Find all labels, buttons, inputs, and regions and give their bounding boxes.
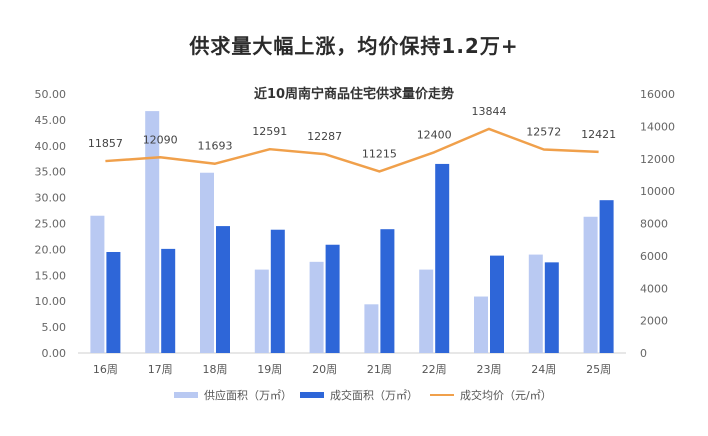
y-left-tick-label: 20.00 xyxy=(35,243,67,256)
x-tick-label: 24周 xyxy=(531,363,556,376)
bar-deal xyxy=(490,255,504,353)
legend-item-supply: 供应面积（万㎡） xyxy=(174,387,292,403)
y-left-tick-label: 45.00 xyxy=(35,114,67,127)
y-right-tick-label: 6000 xyxy=(640,250,668,263)
y-left-tick-label: 10.00 xyxy=(35,295,67,308)
x-tick-label: 18周 xyxy=(203,363,228,376)
y-left-tick-label: 15.00 xyxy=(35,269,67,282)
y-left-tick-label: 5.00 xyxy=(42,321,67,334)
price-data-label: 11857 xyxy=(88,137,123,150)
price-data-label: 12287 xyxy=(307,130,342,143)
chart-card xyxy=(20,0,688,436)
x-tick-label: 19周 xyxy=(257,363,282,376)
bar-supply xyxy=(528,254,543,353)
bar-deal xyxy=(435,163,450,353)
y-left-tick-label: 0.00 xyxy=(42,347,67,360)
legend-item-price: 成交均价（元/㎡） xyxy=(430,387,552,403)
y-left-tick-label: 35.00 xyxy=(35,166,67,179)
chart-title: 近10周南宁商品住宅供求量价走势 xyxy=(253,87,455,102)
bar-deal xyxy=(106,251,121,353)
legend-label-price: 成交均价（元/㎡） xyxy=(460,389,552,402)
bar-deal xyxy=(380,229,395,353)
y-right-tick-label: 14000 xyxy=(640,120,675,133)
bar-deal xyxy=(161,248,176,353)
price-data-label: 12591 xyxy=(252,125,287,138)
x-tick-label: 22周 xyxy=(422,363,447,376)
bar-deal xyxy=(216,226,230,353)
bar-supply xyxy=(254,269,269,353)
bar-supply xyxy=(419,269,434,353)
bar-supply xyxy=(583,216,598,353)
bar-supply xyxy=(90,215,105,353)
legend-item-deal: 成交面积（万㎡） xyxy=(300,387,418,403)
legend-label-supply: 供应面积（万㎡） xyxy=(204,389,292,402)
price-data-label: 11215 xyxy=(362,147,397,160)
bar-supply xyxy=(200,172,214,353)
y-right-tick-label: 12000 xyxy=(640,153,675,166)
x-tick-label: 21周 xyxy=(367,363,392,376)
bar-deal xyxy=(325,244,340,353)
bar-deal xyxy=(544,262,559,353)
x-tick-label: 17周 xyxy=(148,363,173,376)
x-tick-label: 16周 xyxy=(93,363,118,376)
bar-supply xyxy=(309,261,324,353)
headline: 供求量大幅上涨，均价保持1.2万+ xyxy=(189,34,519,58)
y-left-tick-label: 30.00 xyxy=(35,192,67,205)
price-line xyxy=(105,127,599,173)
legend-swatch-supply xyxy=(174,392,198,398)
bar-deal xyxy=(599,200,614,353)
x-tick-label: 20周 xyxy=(312,363,337,376)
legend-swatch-price xyxy=(430,394,454,396)
bar-deal xyxy=(270,229,285,353)
y-right-tick-label: 4000 xyxy=(640,282,668,295)
y-right-tick-label: 10000 xyxy=(640,185,675,198)
y-right-tick-label: 16000 xyxy=(640,88,675,101)
x-tick-label: 23周 xyxy=(477,363,502,376)
y-left-tick-label: 50.00 xyxy=(35,88,67,101)
y-right-tick-label: 8000 xyxy=(640,218,668,231)
y-right-tick-label: 0 xyxy=(640,347,647,360)
bar-supply xyxy=(364,304,379,353)
bar-supply xyxy=(474,296,488,353)
y-left-tick-label: 40.00 xyxy=(35,140,67,153)
legend-swatch-deal xyxy=(300,392,324,398)
y-left-tick-label: 25.00 xyxy=(35,218,67,231)
price-data-label: 12400 xyxy=(417,128,452,141)
price-data-label: 12572 xyxy=(526,125,561,138)
legend-label-deal: 成交面积（万㎡） xyxy=(330,389,418,402)
price-data-label: 12421 xyxy=(581,128,616,141)
price-data-label: 12090 xyxy=(143,133,178,146)
price-data-label: 11693 xyxy=(198,140,233,153)
x-tick-label: 25周 xyxy=(586,363,611,376)
y-right-tick-label: 2000 xyxy=(640,315,668,328)
price-data-label: 13844 xyxy=(472,105,507,118)
bar-supply xyxy=(145,111,160,354)
